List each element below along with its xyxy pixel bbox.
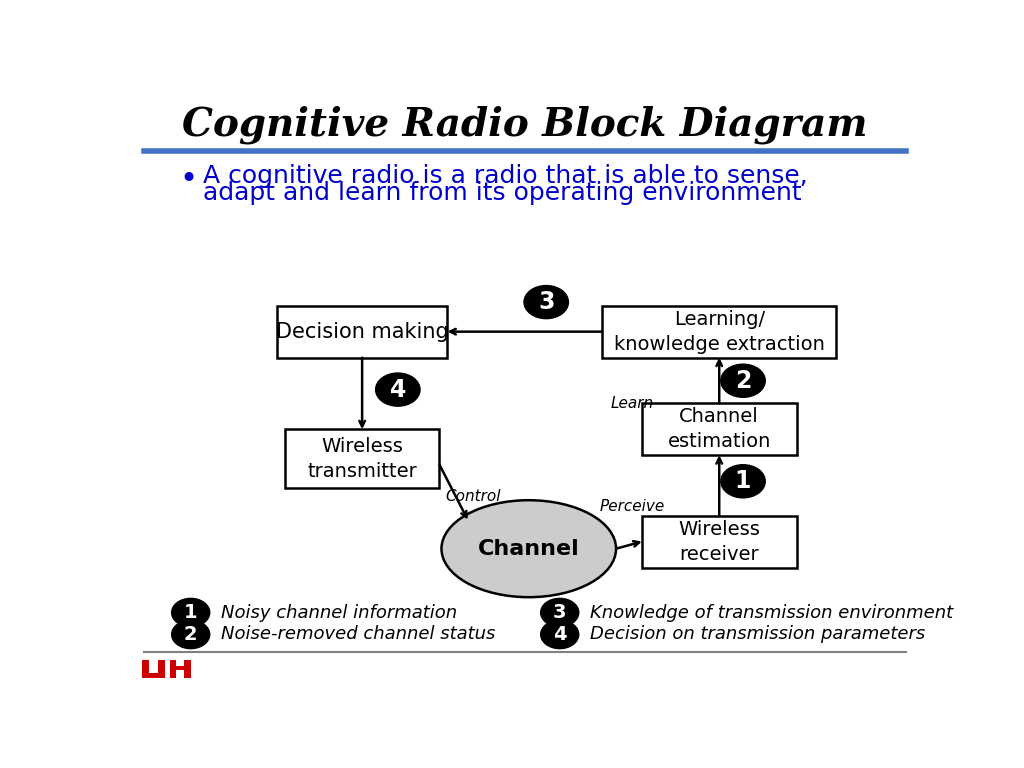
Bar xyxy=(285,429,439,488)
Text: Knowledge of transmission environment: Knowledge of transmission environment xyxy=(590,604,953,621)
Text: •: • xyxy=(179,165,198,194)
Circle shape xyxy=(172,598,210,627)
Bar xyxy=(170,666,190,670)
Text: Channel: Channel xyxy=(478,538,580,558)
Circle shape xyxy=(524,286,568,319)
Text: Perceive: Perceive xyxy=(599,498,665,514)
Text: Noise-removed channel status: Noise-removed channel status xyxy=(221,625,496,644)
Text: 3: 3 xyxy=(553,603,566,622)
Circle shape xyxy=(721,465,765,498)
Bar xyxy=(642,515,797,568)
Text: adapt and learn from its operating environment: adapt and learn from its operating envir… xyxy=(204,180,802,205)
Text: 2: 2 xyxy=(184,625,198,644)
Text: Noisy channel information: Noisy channel information xyxy=(221,604,457,621)
Ellipse shape xyxy=(441,500,616,598)
Circle shape xyxy=(541,598,579,627)
Bar xyxy=(642,403,797,455)
Circle shape xyxy=(376,373,420,406)
Bar xyxy=(170,660,176,677)
Bar xyxy=(602,306,837,358)
Bar xyxy=(184,660,190,677)
Text: Control: Control xyxy=(445,489,501,504)
Bar xyxy=(158,660,165,677)
Text: Cognitive Radio Block Diagram: Cognitive Radio Block Diagram xyxy=(182,105,867,144)
Text: 4: 4 xyxy=(390,378,406,402)
Text: 4: 4 xyxy=(553,625,566,644)
Text: Learning/
knowledge extraction: Learning/ knowledge extraction xyxy=(613,310,824,353)
Circle shape xyxy=(172,621,210,649)
Text: 1: 1 xyxy=(735,469,752,493)
Bar xyxy=(142,673,165,677)
Bar xyxy=(276,306,447,358)
Circle shape xyxy=(721,364,765,397)
Text: Wireless
transmitter: Wireless transmitter xyxy=(307,437,417,481)
Bar xyxy=(142,660,148,677)
Text: Wireless
receiver: Wireless receiver xyxy=(678,520,760,564)
Text: A cognitive radio is a radio that is able to sense,: A cognitive radio is a radio that is abl… xyxy=(204,164,808,188)
Text: Decision on transmission parameters: Decision on transmission parameters xyxy=(590,625,925,644)
Text: Channel
estimation: Channel estimation xyxy=(668,407,771,452)
Text: Decision making: Decision making xyxy=(275,322,449,342)
Text: Learn: Learn xyxy=(610,396,653,411)
Text: 1: 1 xyxy=(184,603,198,622)
Text: 3: 3 xyxy=(538,290,554,314)
Circle shape xyxy=(541,621,579,649)
Text: 2: 2 xyxy=(735,369,752,392)
